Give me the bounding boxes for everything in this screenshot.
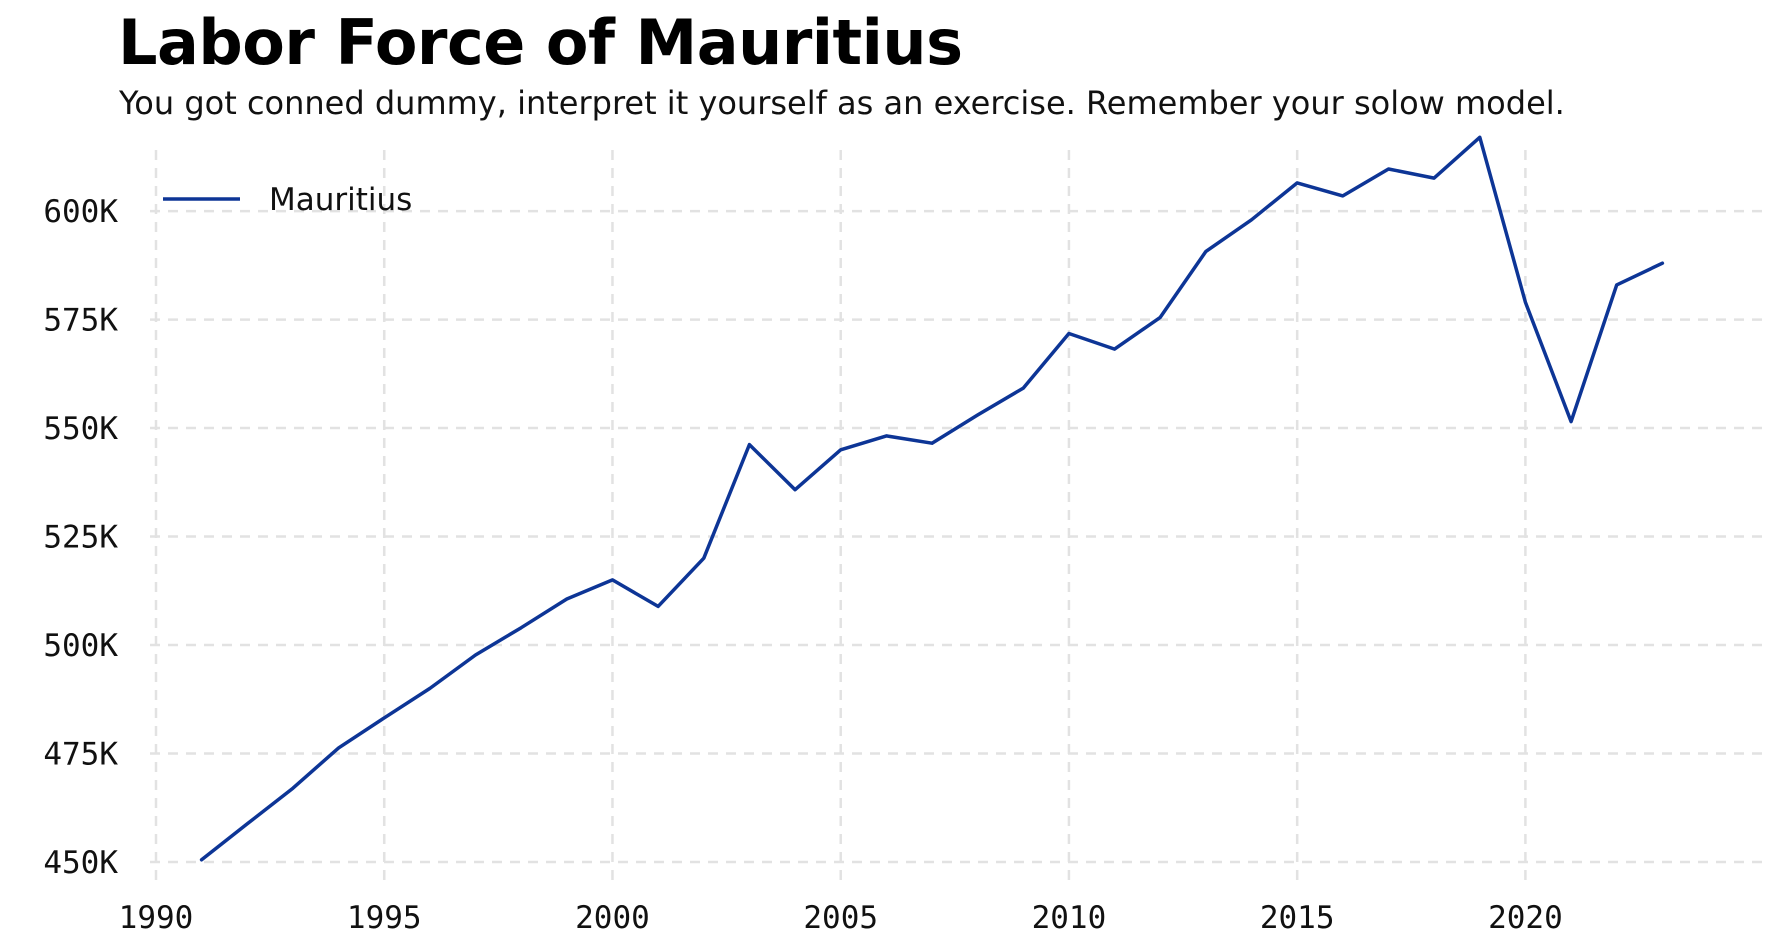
x-axis-ticks: 1990 1995 2000 2005 2010 2015 2020 <box>119 900 1563 936</box>
legend-label: Mauritius <box>269 182 412 218</box>
y-axis-ticks: 450K 475K 500K 525K 550K 575K 600K <box>43 194 118 881</box>
y-tick-label: 450K <box>43 845 118 881</box>
x-tick-label: 1990 <box>119 900 194 936</box>
series-layer <box>199 135 1665 862</box>
y-tick-label: 500K <box>43 628 118 664</box>
x-tick-label: 1995 <box>347 900 422 936</box>
y-tick-label: 525K <box>43 520 118 556</box>
chart-subtitle: You got conned dummy, interpret it yours… <box>119 84 1565 122</box>
legend: Mauritius <box>163 182 412 218</box>
x-tick-label: 2000 <box>575 900 650 936</box>
y-tick-label: 600K <box>43 194 118 230</box>
x-tick-label: 2010 <box>1032 900 1107 936</box>
y-tick-label: 550K <box>43 411 118 447</box>
chart-title: Labor Force of Mauritius <box>118 6 963 79</box>
x-tick-label: 2015 <box>1260 900 1335 936</box>
y-tick-label: 575K <box>43 303 118 339</box>
series-line-mauritius <box>199 135 1665 862</box>
grid-lines <box>150 150 1768 882</box>
x-tick-label: 2005 <box>803 900 878 936</box>
x-tick-label: 2020 <box>1488 900 1563 936</box>
y-tick-label: 475K <box>43 737 118 773</box>
